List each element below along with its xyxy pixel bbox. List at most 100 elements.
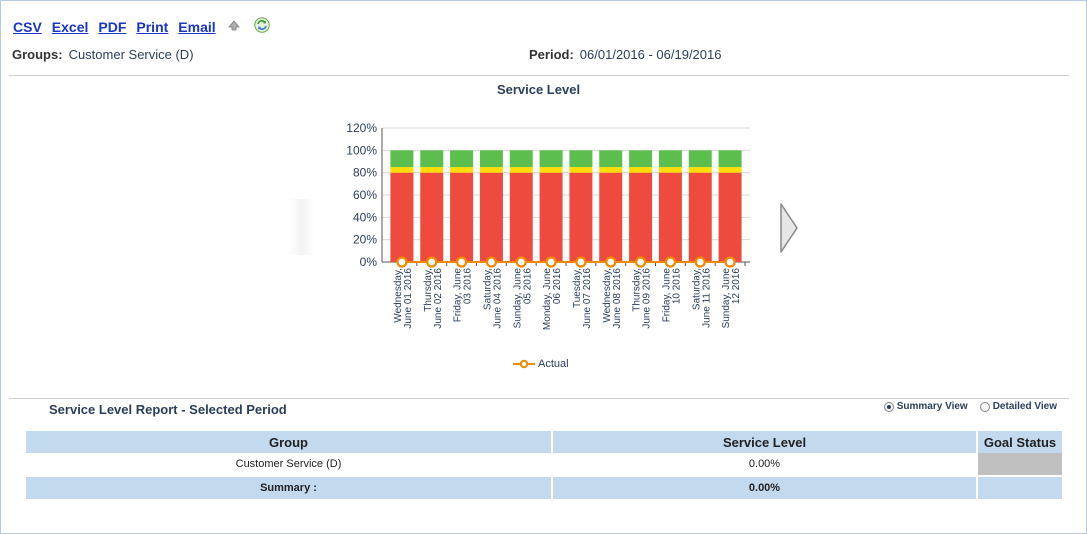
x-tick-label: Friday, June10 2016 [661,268,682,323]
refresh-icon[interactable] [253,16,270,38]
bar-segment [479,172,503,262]
bar-segment [450,167,474,173]
bar-segment [629,172,653,262]
summary-view-label: Summary View [896,401,968,412]
summary-view-radio[interactable] [883,401,894,412]
bar-segment [569,167,593,173]
groups-value: Customer Service (D) [68,47,194,62]
summary-row: Summary : 0.00% [26,477,1062,499]
x-tick-label: Friday, June03 2016 [453,268,474,323]
divider [9,398,1069,399]
pdf-link[interactable]: PDF [98,19,127,35]
actual-point [455,256,468,268]
actual-point [575,256,587,268]
bar-segment [629,167,653,173]
bar-segment [599,150,623,168]
next-page-arrow[interactable] [779,202,799,259]
summary-view-option[interactable]: Summary View [883,401,968,412]
summary-goal-status [978,477,1062,499]
chart-legend: Actual [513,358,569,370]
group-header: Group [26,431,551,453]
x-tick-label: Thursday,June 09 2016 [632,268,653,329]
service-level-chart: 0% 20% 40% 60% 80% 100% 120% Wednesday,June 01 … [346,121,750,331]
y-tick-label: 60% [353,188,377,202]
bar-segment [390,167,414,173]
x-tick-label: Saturday,June 04 2016 [482,268,503,329]
actual-point [396,256,408,268]
actual-point [515,256,527,268]
view-selector: Summary View Detailed View [872,401,1057,412]
print-link[interactable]: Print [136,19,169,35]
chart-title: Service Level [496,82,581,97]
actual-point [485,256,498,268]
x-tick-label: Saturday,June 11 2016 [691,268,712,328]
goal-status-cell [978,453,1062,475]
csv-link[interactable]: CSV [13,19,42,35]
bar-segment [420,167,444,173]
bar-segment [390,150,414,168]
email-link[interactable]: Email [178,19,216,35]
bar-segment [539,167,563,173]
x-tick-label: Sunday, June12 2016 [721,268,742,329]
bar-segment [688,172,712,262]
y-tick-label: 0% [360,255,378,269]
bar-segment [718,150,742,168]
bar-segment [420,150,444,168]
table-row: Customer Service (D) 0.00% [26,453,1062,475]
chart-prev-area [289,199,315,255]
y-tick-label: 40% [353,210,377,224]
x-tick-label: Wednesday,June 08 2016 [602,268,623,329]
bar-segment [718,167,742,173]
bar-segment [420,172,444,262]
y-tick-label: 20% [353,233,377,247]
detailed-view-radio[interactable] [979,401,990,412]
bar-segment [509,150,533,168]
actual-point [724,256,736,268]
period-label: Period: [529,47,574,62]
actual-point [426,256,438,268]
x-tick-label: Tuesday,June 07 2016 [572,268,593,329]
bar-segment [658,167,682,173]
y-tick-label: 100% [346,143,377,157]
summary-service-level: 0.00% [553,477,976,499]
bar-segment [509,167,533,173]
actual-point [545,256,557,268]
detailed-view-label: Detailed View [992,401,1057,412]
group-cell: Customer Service (D) [235,458,342,470]
bar-segment [479,150,503,168]
bar-segment [629,150,653,168]
report-table: Group Service Level Goal Status Customer… [24,431,1064,499]
groups-label: Groups: [12,47,63,62]
excel-link[interactable]: Excel [51,19,89,35]
x-tick-label: Sunday, June05 2016 [512,268,533,329]
summary-label: Summary : [26,477,551,499]
bar-segment [450,150,474,168]
service-level-header: Service Level [553,431,976,453]
x-tick-label: Monday, June06 2016 [542,268,563,331]
x-tick-label: Wednesday,June 01 2016 [393,268,414,329]
service-level-cell: 0.00% [748,458,781,470]
bar-segment [509,172,533,262]
bar-segment [658,172,682,262]
period-filter: Period: 06/01/2016 - 06/19/2016 [529,47,721,62]
period-value: 06/01/2016 - 06/19/2016 [579,47,722,62]
x-tick-label: Thursday,June 02 2016 [423,268,444,329]
actual-point [664,256,677,268]
bar-segment [390,172,414,262]
bar-segment [688,150,712,168]
bar-segment [599,167,623,173]
bar-segment [599,172,623,262]
bar-segment [479,167,503,173]
bar-segment [539,172,563,262]
legend-actual-label: Actual [538,358,569,370]
groups-filter: Groups: Customer Service (D) [12,47,194,62]
collapse-up-icon[interactable] [227,18,240,36]
actual-point [694,256,706,268]
goal-status-header: Goal Status [978,431,1062,453]
export-toolbar: CSV Excel PDF Print Email [13,16,282,38]
detailed-view-option[interactable]: Detailed View [979,401,1057,412]
report-title: Service Level Report - Selected Period [49,402,287,417]
y-tick-label: 120% [346,121,377,135]
actual-point [634,256,647,268]
